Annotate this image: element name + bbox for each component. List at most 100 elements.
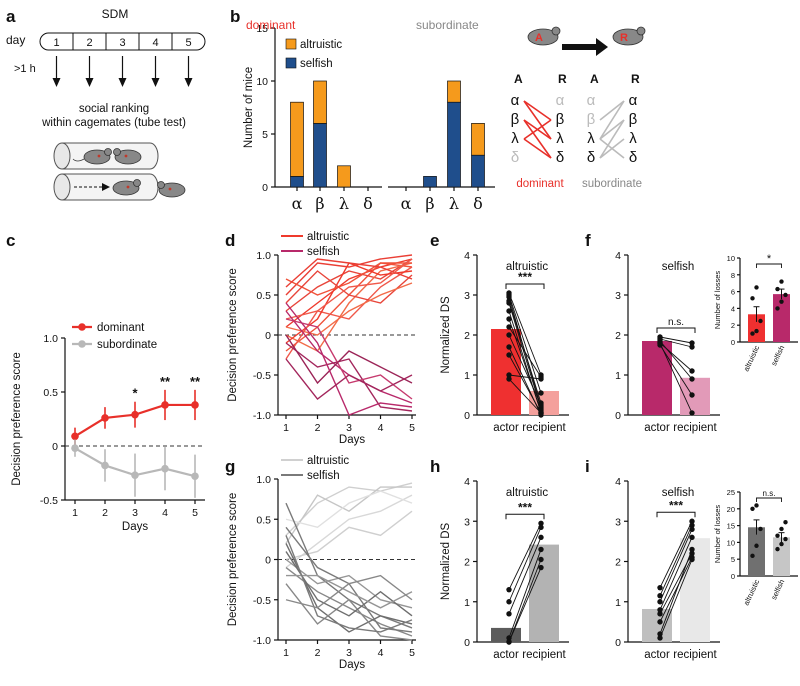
tube-test-illustration-2	[53, 173, 186, 201]
point-recipient	[689, 340, 695, 346]
sig-marker: *	[767, 253, 772, 265]
mouse-icon	[72, 148, 112, 165]
x-tick-label-subordinate: α	[401, 194, 412, 213]
x-tick-label: 4	[162, 507, 168, 519]
paired-line	[659, 557, 693, 623]
y-tick-label: 4	[464, 250, 470, 262]
point-actor	[506, 372, 512, 378]
trace-altruistic	[285, 482, 413, 536]
sig-marker: **	[160, 374, 171, 389]
point-actor	[506, 294, 512, 300]
x-axis-label: Days	[339, 434, 365, 446]
x-axis-label: Days	[122, 521, 148, 533]
dominant-group-label: dominant	[246, 18, 296, 32]
y-axis-label: Number of losses	[713, 271, 722, 330]
point-recipient	[689, 410, 695, 416]
schema-dominant-link	[523, 119, 552, 140]
schema-subordinate-link	[599, 138, 625, 159]
y-axis-label: Number of losses	[713, 505, 722, 564]
bar-actor	[491, 627, 521, 642]
sig-bracket	[756, 263, 782, 268]
panel-label-i: i	[585, 457, 590, 476]
day-cell-5: 5	[185, 37, 191, 49]
panel-a: SDM day 1 2 3 4 5 >1 h social ranking within…	[6, 7, 206, 201]
trace-altruistic	[285, 258, 413, 288]
sig-bracket	[656, 511, 696, 518]
y-tick-label: 0	[731, 338, 735, 347]
y-tick-label: 2	[731, 321, 735, 330]
panel-title: selfish	[662, 261, 695, 273]
x-tick-label-dominant: λ	[339, 194, 349, 213]
paired-line	[508, 326, 542, 378]
point-actor	[506, 308, 512, 314]
mouse-icon	[112, 179, 141, 196]
actor-recipient-schema: A R A R A R α α α αβ β β βλ λ λ λδ δ δ δ dominant su…	[511, 26, 646, 190]
point-recipient	[689, 344, 695, 350]
point-dominant	[101, 414, 109, 422]
data-point	[779, 299, 784, 304]
trace-selfish	[285, 583, 413, 641]
y-tick-label: 3	[464, 290, 470, 302]
y-tick-label: -0.5	[40, 495, 58, 507]
bar-recipient	[680, 538, 710, 642]
y-tick-label: 4	[615, 476, 621, 488]
point-actor	[506, 344, 512, 350]
point-recipient	[689, 518, 695, 524]
y-tick-label: 15	[256, 23, 268, 35]
x-tick-label-dominant: β	[315, 194, 324, 213]
panel-label-g: g	[225, 457, 235, 476]
y-tick-label: 1	[464, 597, 470, 609]
ranking-line2: within cagemates (tube test)	[41, 117, 186, 129]
schema-rank-0-1: β	[511, 111, 520, 128]
point-dominant	[161, 401, 169, 409]
panel-f: 0 1 2 3 4 selfish actor recipient n.s.	[615, 250, 720, 434]
point-recipient	[689, 522, 695, 528]
paired-line	[508, 523, 542, 590]
x-tick-label: actor	[493, 649, 519, 661]
legend-marker-subordinate	[78, 340, 86, 348]
y-tick-label: -1.0	[253, 635, 271, 647]
trace-selfish	[285, 334, 413, 385]
trace-altruistic	[285, 486, 412, 544]
bar-selfish	[773, 294, 790, 342]
point-actor	[506, 586, 512, 593]
paired-line	[508, 559, 542, 643]
down-arrow-icon	[151, 78, 160, 87]
subordinate-group-label: subordinate	[416, 18, 479, 32]
bar-altruistic	[748, 527, 765, 576]
y-tick-label: 5	[731, 555, 735, 564]
schema-rank-2-2: λ	[587, 130, 595, 147]
point-recipient	[689, 376, 695, 382]
bar-subordinate-selfish-2	[447, 101, 461, 188]
point-dominant	[71, 432, 79, 441]
schema-rank-2-1: β	[587, 111, 596, 128]
y-tick-label: 1	[464, 370, 470, 382]
point-subordinate	[161, 464, 169, 473]
bar-subordinate-altruistic-2	[447, 80, 461, 103]
schema-subordinate-link	[599, 119, 625, 140]
y-axis-label: Normalized DS	[440, 296, 452, 374]
x-tick-label: 4	[378, 647, 384, 659]
point-recipient	[538, 402, 544, 408]
x-tick-label: actor	[493, 422, 519, 434]
sdm-title: SDM	[102, 7, 129, 21]
point-recipient	[689, 368, 695, 374]
paired-line	[659, 338, 693, 348]
data-point	[754, 503, 759, 508]
data-point	[750, 553, 755, 559]
point-actor	[506, 599, 512, 605]
y-tick-label: 2	[615, 330, 621, 342]
y-tick-label: 0	[262, 182, 268, 194]
panel-title: altruistic	[506, 261, 548, 273]
y-tick-label: 1.0	[43, 333, 58, 345]
panel-i: 0 1 2 3 4 selfish actor recipient ***	[615, 476, 720, 661]
data-point	[775, 546, 780, 552]
data-point	[750, 296, 755, 301]
day-label: day	[6, 33, 25, 47]
y-tick-label: 1	[615, 597, 621, 609]
point-actor	[657, 611, 663, 617]
trace-selfish	[285, 574, 413, 609]
trace-selfish	[285, 318, 413, 400]
panel-i-inset: 0 5 10 15 20 25 Number of losses altruistic self…	[713, 488, 798, 607]
sig-marker: ***	[518, 270, 532, 284]
